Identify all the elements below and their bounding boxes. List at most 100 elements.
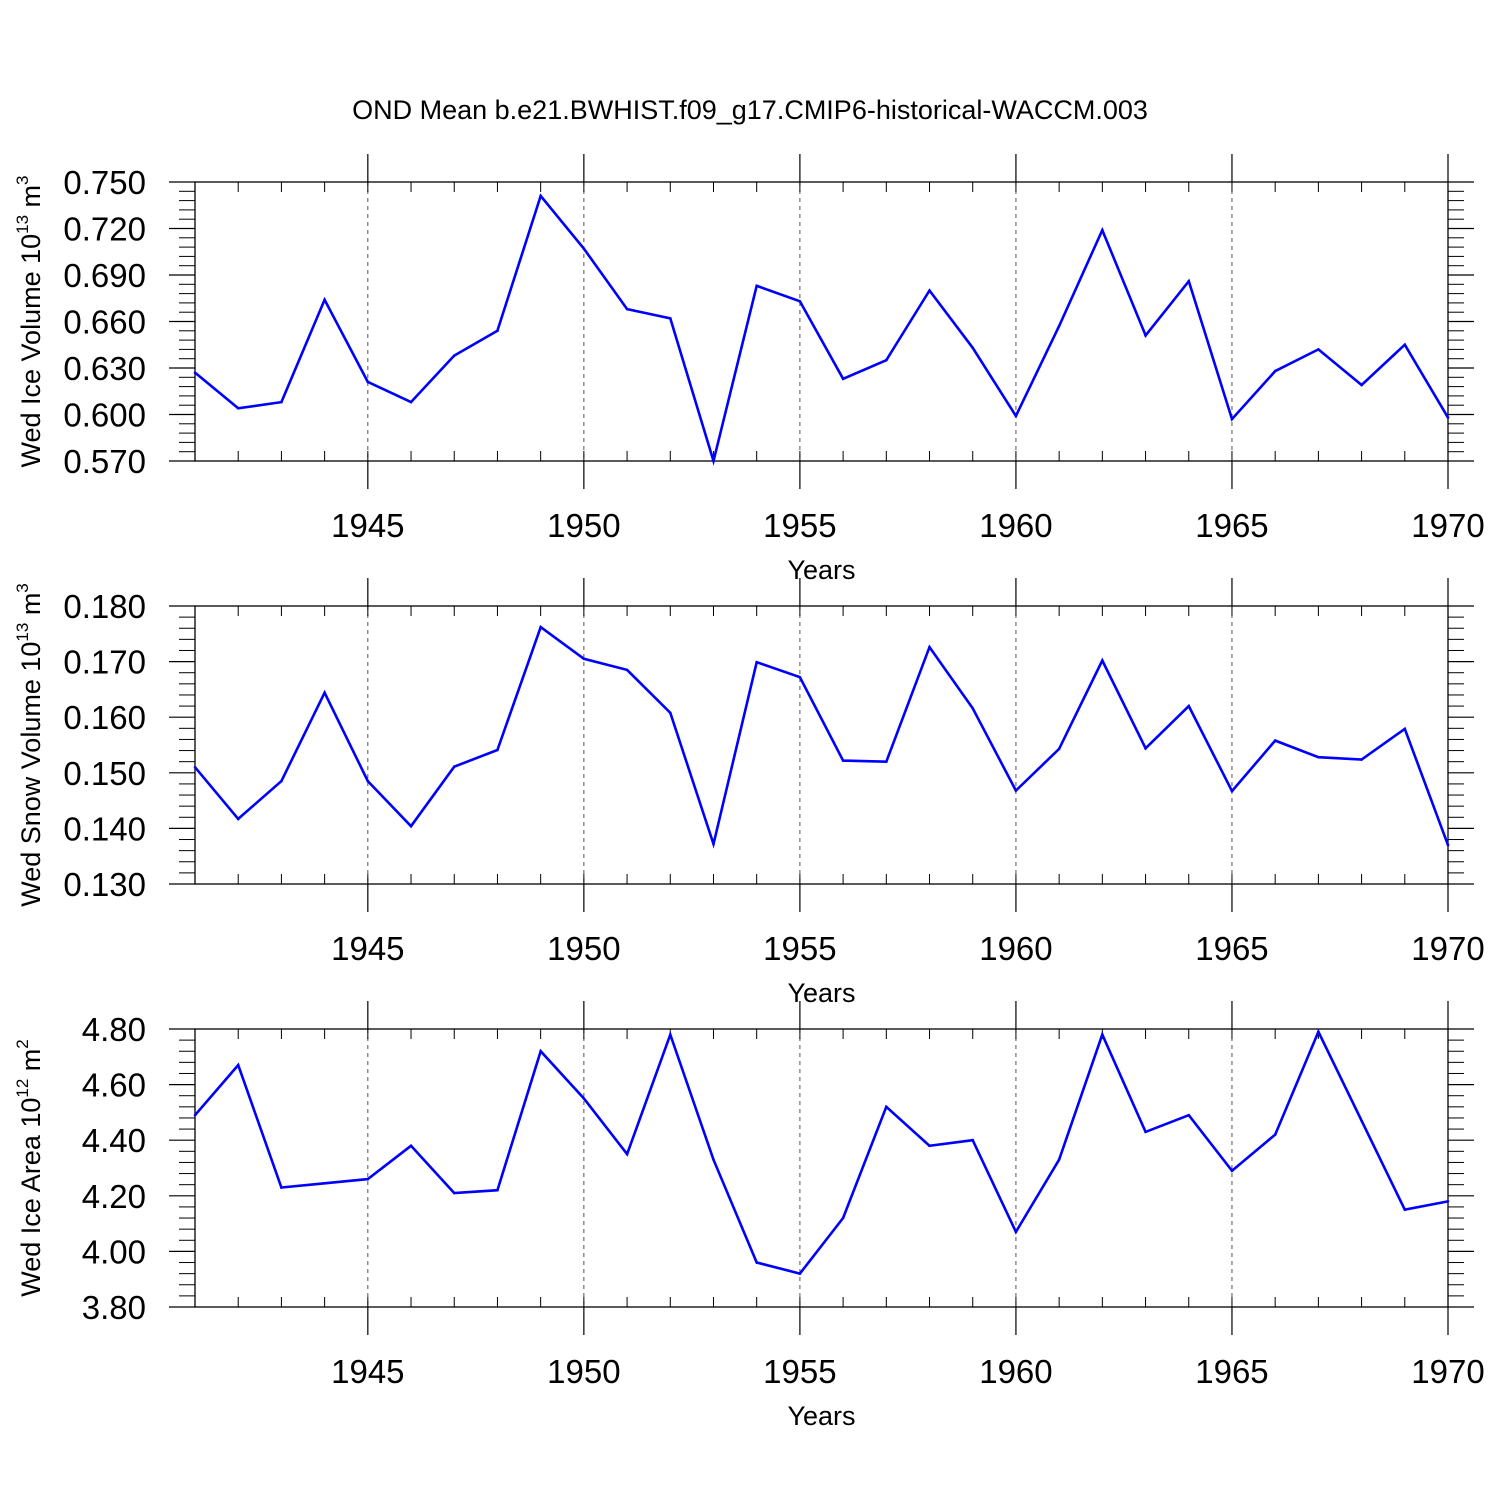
x-axis-label: Years (787, 978, 855, 1008)
chart-panels: 0.570 0.600 0.630 0.660 0.690 0.720 0.750 1945 1… (13, 154, 1485, 1431)
data-point (625, 1152, 629, 1156)
x-tick-label: 1950 (547, 930, 620, 967)
x-tick-label: 1945 (331, 930, 404, 967)
y-axis-label: Wed Ice Volume 1013 m3 (13, 175, 46, 467)
data-point (193, 371, 197, 374)
y-tick-label: 0.570 (63, 443, 146, 480)
x-tick-label: 1965 (1195, 507, 1268, 544)
data-point (1187, 1113, 1191, 1117)
data-point (668, 317, 672, 320)
data-point (539, 194, 542, 198)
y-tick-label: 0.690 (63, 257, 146, 294)
data-point (452, 354, 456, 357)
y-tick-label: 0.160 (63, 699, 146, 736)
data-point (1446, 1200, 1450, 1203)
data-point (582, 657, 586, 661)
data-point (280, 1186, 283, 1189)
plot-frame (194, 605, 1449, 885)
x-tick-label: 1950 (547, 1353, 620, 1390)
y-tick-label: 0.150 (63, 755, 146, 792)
data-point (582, 1097, 586, 1100)
data-point (798, 675, 802, 679)
data-point (496, 748, 499, 752)
y-tick-label: 4.00 (82, 1233, 146, 1270)
x-tick-label: 1955 (763, 930, 836, 967)
series-line (194, 625, 1450, 849)
data-point (625, 307, 629, 311)
x-tick-label: 1965 (1195, 1353, 1268, 1390)
data-point (1273, 1133, 1277, 1136)
x-tick-label: 1960 (979, 930, 1052, 967)
chart-panel-3: 3.80 4.00 4.20 4.40 4.60 4.80 1945 1950 1955 1960… (13, 1001, 1485, 1431)
data-point (755, 284, 758, 288)
y-tick-label: 4.80 (82, 1011, 146, 1048)
x-tick-label: 1965 (1195, 930, 1268, 967)
y-tick-label: 0.170 (63, 644, 146, 681)
data-point (366, 380, 370, 384)
data-point (280, 779, 283, 783)
data-point (928, 1144, 931, 1148)
x-axis-label: Years (787, 1401, 855, 1431)
data-point (1360, 758, 1363, 761)
data-point (323, 298, 326, 302)
data-point (755, 660, 758, 664)
data-point (1014, 789, 1018, 792)
data-point (409, 400, 413, 404)
y-tick-label: 0.630 (63, 350, 146, 387)
data-point (323, 1181, 326, 1185)
y-tick-label: 4.60 (82, 1067, 146, 1104)
data-point (1230, 1169, 1234, 1173)
data-point (1317, 1030, 1320, 1034)
x-tick-label: 1970 (1411, 507, 1484, 544)
data-point (496, 329, 499, 333)
y-axis-label: Wed Ice Area 1012 m2 (13, 1039, 46, 1297)
data-point (928, 289, 931, 292)
data-point (323, 691, 326, 695)
data-point (1014, 1230, 1018, 1234)
y-tick-label: 0.720 (63, 211, 146, 248)
chart-panel-2: 0.130 0.140 0.150 0.160 0.170 0.180 1945 1950 19… (13, 578, 1485, 1008)
data-point (1101, 1033, 1104, 1036)
data-point (236, 407, 240, 410)
data-point (928, 645, 931, 649)
data-point (496, 1188, 499, 1192)
data-point (409, 1144, 413, 1148)
y-tick-label: 0.140 (63, 810, 146, 847)
x-tick-label: 1945 (331, 1353, 404, 1390)
data-point (841, 759, 845, 762)
data-point (1273, 369, 1277, 373)
chart-title: OND Mean b.e21.BWHIST.f09_g17.CMIP6-hist… (352, 95, 1148, 125)
chart-panel-1: 0.570 0.600 0.630 0.660 0.690 0.720 0.750 1945 1… (13, 154, 1485, 585)
data-point (1187, 279, 1191, 283)
data-point (366, 1177, 370, 1181)
data-point (1057, 747, 1061, 751)
data-point (1360, 383, 1363, 387)
data-point (885, 760, 888, 763)
y-tick-label: 0.660 (63, 304, 146, 341)
data-point (798, 1272, 802, 1275)
data-point (1101, 228, 1104, 232)
data-point (971, 707, 975, 710)
data-point (971, 1138, 975, 1142)
y-tick-label: 4.20 (82, 1178, 146, 1215)
data-point (1317, 755, 1320, 759)
y-tick-label: 4.40 (82, 1122, 146, 1159)
data-point (712, 1158, 715, 1161)
data-point (1317, 348, 1320, 351)
data-point (1144, 1130, 1147, 1134)
data-point (712, 842, 715, 846)
y-tick-label: 0.600 (63, 397, 146, 434)
data-point (841, 1216, 845, 1220)
data-point (1403, 1208, 1407, 1211)
data-point (885, 358, 888, 362)
y-tick-label: 0.180 (63, 588, 146, 625)
data-point (236, 817, 240, 821)
data-point (539, 625, 542, 629)
data-point (1403, 727, 1407, 731)
x-tick-label: 1945 (331, 507, 404, 544)
data-point (582, 247, 586, 250)
data-point (885, 1105, 888, 1109)
y-tick-label: 0.750 (63, 164, 146, 201)
data-point (971, 346, 975, 350)
data-point (1187, 704, 1191, 708)
